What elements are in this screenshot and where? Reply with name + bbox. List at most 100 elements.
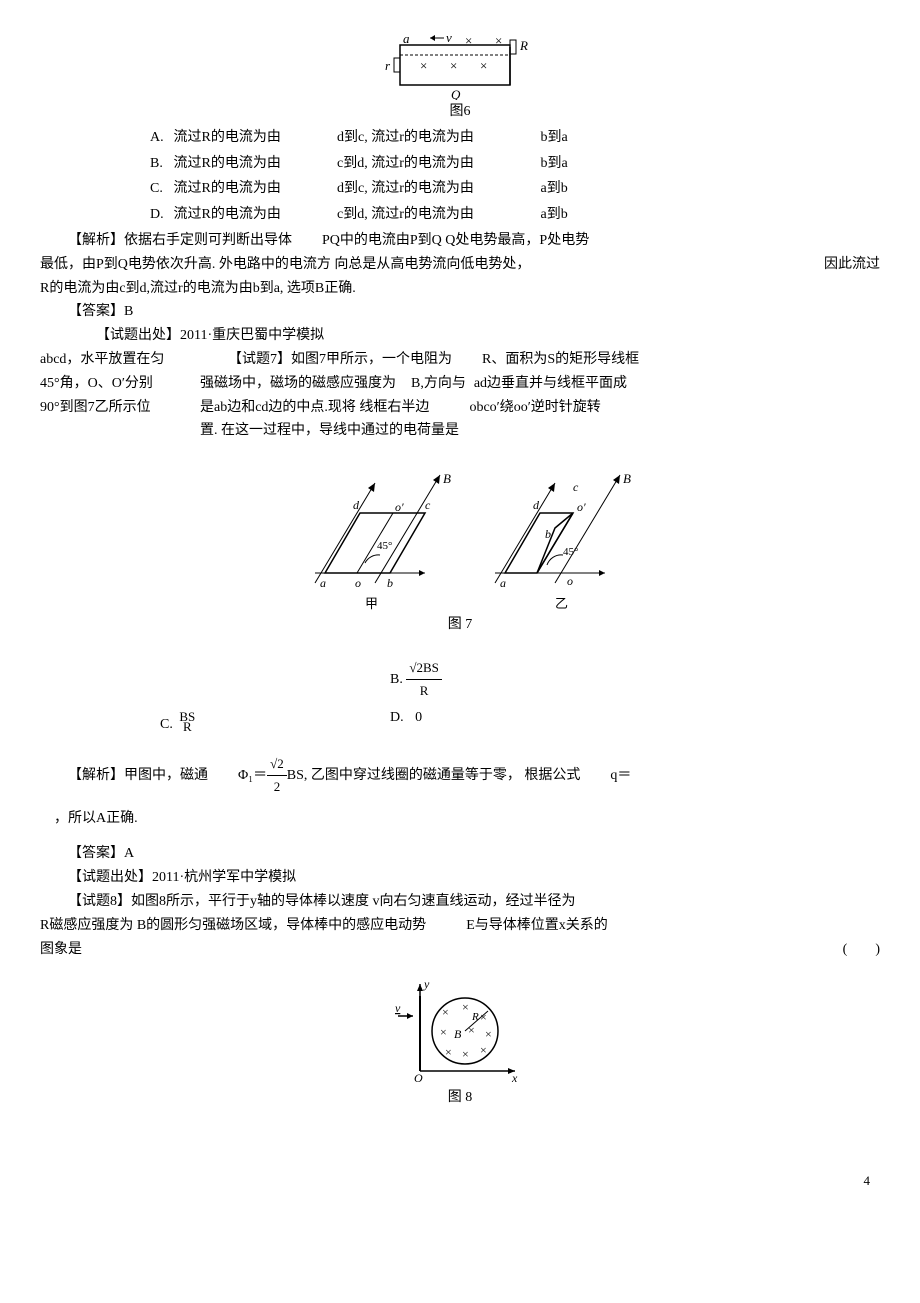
answer-label: 【答案】 [68,304,124,319]
svg-text:O: O [414,1071,423,1085]
analysis-text: PQ中的电流由P到Q Q处电势最高，P处电势 [322,229,589,253]
opt-label: C. [160,717,173,732]
svg-text:o′: o′ [577,500,586,514]
svg-text:R: R [519,38,528,53]
q7-source: 【试题出处】2011·杭州学军中学模拟 [40,866,880,890]
q7-answer: 【答案】A [40,842,880,866]
q7-left-l1: abcd，水平放置在匀 [40,348,190,372]
opt-label: B. [390,672,403,687]
q8-text: 如图8所示，平行于y轴的导体棒以速度 v向右匀速直线运动，经过半径为 [131,894,576,909]
q6-answer: 【答案】B [40,300,880,324]
svg-text:a: a [403,31,410,46]
svg-text:v: v [446,30,452,45]
opt-label: C. [150,177,170,201]
figure-6: × × × × × a v r R Q 图6 [40,30,880,124]
frac-den: 2 [267,776,287,798]
answer-label: 【答案】 [68,846,124,861]
svg-text:R: R [471,1011,479,1023]
q7-label: 【试题7】 [228,352,291,367]
phi-label: Φ₁＝ [238,764,267,788]
svg-text:×: × [462,1000,469,1014]
svg-text:×: × [445,1045,452,1059]
analysis-text: BS, 乙图中穿过线圈的磁通量等于零， 根据公式 [287,764,581,788]
q6-analysis: 【解析】 依据右手定则可判断出导体 PQ中的电流由P到Q Q处电势最高，P处电势… [40,229,880,300]
frac-num: √2BS [406,657,442,680]
svg-text:×: × [442,1005,449,1019]
svg-text:d: d [353,498,360,512]
q7-left-l3: 90°到图7乙所示位 [40,396,190,420]
analysis-text: 甲图中，磁通 [124,764,208,788]
q6-option-b: B. 流过R的电流为由 c到d, 流过r的电流为由 b到a [40,152,880,176]
fig7-svg: a b o d o′ c 45° B 甲 a d o′ c b o [275,463,645,613]
svg-text:v: v [395,1001,401,1015]
svg-text:45°: 45° [563,546,578,558]
fig8-svg: y x O × × × × B × × × × × R v [390,976,530,1086]
svg-text:y: y [423,977,430,991]
q7-r3a: 是ab边和cd边的中点.现将 线框右半边 [200,396,429,420]
svg-text:×: × [485,1027,492,1041]
q7-r2c: ad边垂直并与线框平面成 [474,372,627,396]
svg-text:×: × [480,58,487,73]
q7-option-c: C. BS R [160,706,390,738]
q7-r2b: B,方向与 [411,372,466,396]
svg-text:B: B [443,471,451,486]
q7-analysis-line1: 【解析】 甲图中，磁通 Φ₁＝ √2 2 BS, 乙图中穿过线圈的磁通量等于零，… [40,753,880,798]
svg-text:d: d [533,498,540,512]
analysis-label: 【解析】 [68,229,124,253]
page-number: 4 [40,1110,880,1192]
analysis-text: 因此流过 [824,253,880,277]
q7-r2a: 强磁场中，磁场的磁感应强度为 [200,372,396,396]
q8-stem-l2: R磁感应强度为 B的圆形匀强磁场区域，导体棒中的感应电动势 E与导体棒位置x关系… [40,914,880,938]
opt-label: B. [150,152,170,176]
svg-text:o: o [355,576,361,590]
analysis-text: 依据右手定则可判断出导体 [124,229,292,253]
answer-value: B [124,304,133,319]
fig6-label: 图6 [40,100,880,124]
svg-text:c: c [425,498,431,512]
svg-text:r: r [385,58,391,73]
q7-r3b: obco′绕oo′逆时针旋转 [469,396,600,420]
q7-r4: 置. 在这一过程中，导线中通过的电荷量是 [200,419,880,443]
frac-den: R [406,680,442,702]
opt-val: 0 [415,710,422,725]
analysis-text: R的电流为由c到d,流过r的电流为由b到a, 选项B正确. [40,277,880,301]
analysis-text: q＝ [610,764,631,788]
svg-text:o: o [567,574,573,588]
q7-r1b: R、面积为S的矩形导线框 [482,348,639,372]
q7-stem: abcd，水平放置在匀 45°角，O、O′分别 90°到图7乙所示位 【试题7】… [40,348,880,443]
svg-text:c: c [573,480,579,494]
q7-left-l2: 45°角，O、O′分别 [40,372,190,396]
fig7-label: 图 7 [40,613,880,637]
opt-label: A. [150,126,170,150]
figure-7: a b o d o′ c 45° B 甲 a d o′ c b o [40,463,880,637]
svg-text:b: b [387,576,393,590]
svg-text:×: × [420,58,427,73]
q7-option-b-row: B. √2BS R [40,657,880,702]
q8-label: 【试题8】 [68,894,131,909]
source-value: 2011·重庆巴蜀中学模拟 [180,328,324,343]
fig7-left-label: 甲 [365,596,378,611]
answer-value: A [124,846,134,861]
source-label: 【试题出处】 [68,870,152,885]
frac-num: √2 [267,753,287,776]
source-value: 2011·杭州学军中学模拟 [152,870,296,885]
svg-text:×: × [450,58,457,73]
fig7-right-label: 乙 [555,596,568,611]
q6-option-c: C. 流过R的电流为由 d到c, 流过r的电流为由 a到b [40,177,880,201]
opt-label: D. [390,710,404,725]
analysis-text: 最低，由P到Q电势依次升高. 外电路中的电流方 向总是从高电势流向低电势处， [40,253,530,277]
svg-text:×: × [465,33,472,48]
q7-analysis-line2: ，所以A正确. [40,807,880,831]
svg-text:a: a [320,576,326,590]
analysis-text: ，所以A正确. [54,811,138,826]
q8-text: R磁感应强度为 B的圆形匀强磁场区域，导体棒中的感应电动势 [40,914,426,938]
svg-text:×: × [495,33,502,48]
svg-text:×: × [440,1025,447,1039]
svg-text:×: × [480,1043,487,1057]
q7-option-cd-row: C. BS R D. 0 [40,706,880,738]
figure-8: y x O × × × × B × × × × × R v 图 8 [40,976,880,1110]
q8-text: E与导体棒位置x关系的 [466,914,608,938]
svg-text:×: × [462,1047,469,1061]
analysis-label: 【解析】 [68,764,124,788]
q6-option-d: D. 流过R的电流为由 c到d, 流过r的电流为由 a到b [40,203,880,227]
